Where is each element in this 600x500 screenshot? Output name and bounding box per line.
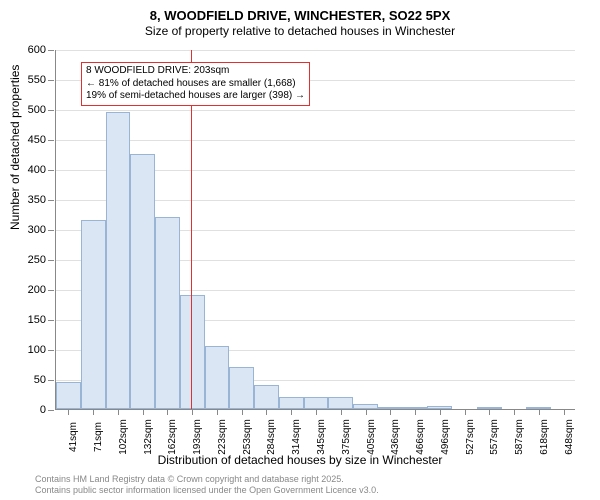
info-line1: 8 WOODFIELD DRIVE: 203sqm (86, 65, 305, 78)
histogram-bar (279, 397, 304, 409)
y-tick (48, 350, 54, 351)
y-tick (48, 140, 54, 141)
histogram-bar (106, 112, 131, 409)
y-tick-label: 100 (28, 344, 46, 356)
footer-line2: Contains public sector information licen… (35, 485, 379, 496)
gridline (56, 140, 575, 141)
x-tick-label: 618sqm (539, 419, 550, 455)
chart-title: 8, WOODFIELD DRIVE, WINCHESTER, SO22 5PX (0, 8, 600, 23)
y-tick-label: 300 (28, 224, 46, 236)
x-tick-label: 496sqm (440, 419, 451, 455)
gridline (56, 50, 575, 51)
y-tick-label: 350 (28, 194, 46, 206)
y-tick (48, 50, 54, 51)
info-box: 8 WOODFIELD DRIVE: 203sqm← 81% of detach… (81, 62, 310, 106)
histogram-bar (205, 346, 230, 409)
x-tick (440, 409, 441, 415)
y-tick-label: 450 (28, 134, 46, 146)
chart-plot-area: 05010015020025030035040045050055060041sq… (55, 50, 575, 410)
y-tick-label: 600 (28, 44, 46, 56)
y-tick-label: 50 (34, 374, 46, 386)
y-tick-label: 150 (28, 314, 46, 326)
histogram-bar (130, 154, 155, 409)
x-tick (465, 409, 466, 415)
y-tick (48, 260, 54, 261)
x-tick (489, 409, 490, 415)
y-axis-label: Number of detached properties (8, 65, 22, 230)
y-tick (48, 110, 54, 111)
x-tick-label: 253sqm (242, 419, 253, 455)
footer-line1: Contains HM Land Registry data © Crown c… (35, 474, 379, 485)
histogram-bar (229, 367, 254, 409)
y-tick-label: 250 (28, 254, 46, 266)
y-tick-label: 550 (28, 74, 46, 86)
x-tick (266, 409, 267, 415)
x-tick (316, 409, 317, 415)
x-tick-label: 71sqm (93, 422, 104, 452)
x-tick (564, 409, 565, 415)
y-tick (48, 380, 54, 381)
histogram-bar (328, 397, 353, 409)
x-tick-label: 41sqm (68, 422, 79, 452)
x-tick-label: 436sqm (390, 419, 401, 455)
histogram-bar (304, 397, 329, 409)
histogram-bar (56, 382, 81, 409)
x-tick (118, 409, 119, 415)
x-tick (167, 409, 168, 415)
info-line2: ← 81% of detached houses are smaller (1,… (86, 78, 305, 91)
y-tick (48, 80, 54, 81)
chart-subtitle: Size of property relative to detached ho… (0, 24, 600, 38)
x-tick (514, 409, 515, 415)
x-tick (366, 409, 367, 415)
histogram-bar (81, 220, 106, 409)
x-tick-label: 162sqm (167, 419, 178, 455)
x-tick-label: 314sqm (291, 419, 302, 455)
x-tick (291, 409, 292, 415)
y-tick-label: 200 (28, 284, 46, 296)
x-tick (93, 409, 94, 415)
x-tick-label: 193sqm (192, 419, 203, 455)
chart-title-block: 8, WOODFIELD DRIVE, WINCHESTER, SO22 5PX… (0, 0, 600, 38)
histogram-bar (155, 217, 180, 409)
x-tick-label: 405sqm (366, 419, 377, 455)
x-tick-label: 557sqm (489, 419, 500, 455)
y-tick-label: 0 (40, 404, 46, 416)
x-tick-label: 587sqm (514, 419, 525, 455)
x-tick (192, 409, 193, 415)
info-line3: 19% of semi-detached houses are larger (… (86, 90, 305, 103)
x-tick-label: 375sqm (341, 419, 352, 455)
chart-footer: Contains HM Land Registry data © Crown c… (35, 474, 379, 496)
y-tick (48, 320, 54, 321)
histogram-bar (254, 385, 279, 409)
y-tick-label: 500 (28, 104, 46, 116)
x-tick-label: 223sqm (217, 419, 228, 455)
x-tick-label: 345sqm (316, 419, 327, 455)
x-tick-label: 527sqm (465, 419, 476, 455)
x-tick (341, 409, 342, 415)
x-tick-label: 102sqm (118, 419, 129, 455)
x-tick-label: 648sqm (564, 419, 575, 455)
x-tick (68, 409, 69, 415)
y-tick (48, 410, 54, 411)
histogram-bar (180, 295, 205, 409)
x-tick-label: 284sqm (266, 419, 277, 455)
y-tick (48, 290, 54, 291)
y-tick (48, 170, 54, 171)
x-tick (217, 409, 218, 415)
y-tick-label: 400 (28, 164, 46, 176)
x-tick-label: 132sqm (143, 419, 154, 455)
chart-plot: 05010015020025030035040045050055060041sq… (55, 50, 575, 410)
x-tick-label: 466sqm (415, 419, 426, 455)
x-tick (143, 409, 144, 415)
x-tick (390, 409, 391, 415)
gridline (56, 110, 575, 111)
x-tick (539, 409, 540, 415)
y-tick (48, 200, 54, 201)
x-tick (242, 409, 243, 415)
x-axis-label: Distribution of detached houses by size … (0, 453, 600, 467)
y-tick (48, 230, 54, 231)
x-tick (415, 409, 416, 415)
